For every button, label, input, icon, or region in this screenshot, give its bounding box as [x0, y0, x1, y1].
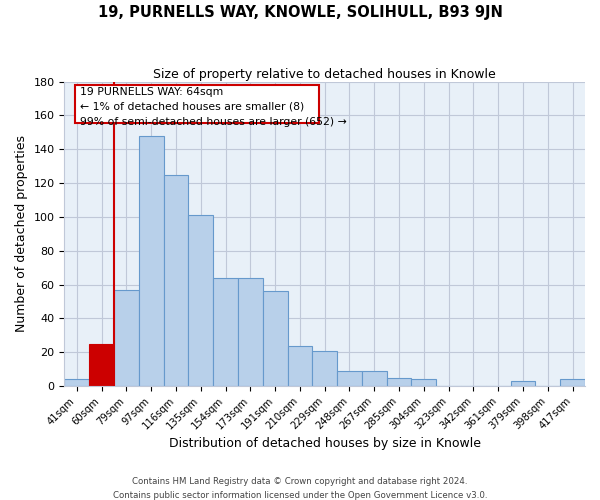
Bar [139, 136, 164, 386]
Text: Contains HM Land Registry data © Crown copyright and database right 2024.
Contai: Contains HM Land Registry data © Crown c… [113, 478, 487, 500]
Bar [164, 174, 188, 386]
Y-axis label: Number of detached properties: Number of detached properties [15, 136, 28, 332]
Text: 19 PURNELLS WAY: 64sqm
← 1% of detached houses are smaller (8)
99% of semi-detac: 19 PURNELLS WAY: 64sqm ← 1% of detached … [80, 87, 347, 126]
Bar [188, 216, 213, 386]
Bar [386, 378, 412, 386]
Title: Size of property relative to detached houses in Knowle: Size of property relative to detached ho… [154, 68, 496, 80]
FancyBboxPatch shape [75, 84, 319, 123]
Bar [287, 346, 313, 386]
Bar [114, 290, 139, 386]
Bar [362, 371, 386, 386]
Bar [313, 350, 337, 386]
Bar [337, 371, 362, 386]
Bar [412, 380, 436, 386]
X-axis label: Distribution of detached houses by size in Knowle: Distribution of detached houses by size … [169, 437, 481, 450]
Bar [511, 381, 535, 386]
Bar [263, 292, 287, 386]
Bar [238, 278, 263, 386]
Bar [89, 344, 114, 386]
Text: 19, PURNELLS WAY, KNOWLE, SOLIHULL, B93 9JN: 19, PURNELLS WAY, KNOWLE, SOLIHULL, B93 … [98, 5, 502, 20]
Bar [213, 278, 238, 386]
Bar [560, 380, 585, 386]
Bar [64, 380, 89, 386]
